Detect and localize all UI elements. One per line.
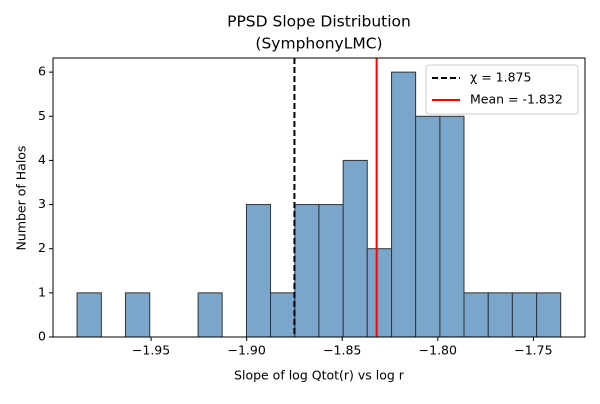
y-tick-label: 5: [38, 108, 46, 123]
x-tick-label: −1.85: [323, 343, 361, 358]
plot-frame: [52, 57, 586, 338]
y-tick-label: 3: [38, 196, 46, 211]
y-axis-label: Number of Halos: [14, 146, 29, 251]
chart-subtitle: (SymphonyLMC): [255, 35, 382, 53]
y-tick-label: 0: [38, 329, 46, 344]
legend-label: Mean = -1.832: [470, 92, 563, 107]
bar: [270, 292, 296, 338]
bar: [366, 248, 393, 338]
bar: [342, 159, 368, 338]
bar: [511, 292, 538, 338]
chart-title: PPSD Slope Distribution: [227, 13, 411, 31]
y-tick-label: 6: [38, 64, 46, 79]
y-tick-label: 4: [38, 152, 46, 167]
bar: [536, 292, 562, 338]
x-tick-label: −1.75: [514, 343, 552, 358]
bar: [391, 71, 417, 338]
bar: [124, 292, 151, 338]
bar: [463, 292, 489, 338]
y-tick-label: 1: [38, 284, 46, 299]
x-tick-label: −1.80: [419, 343, 457, 358]
x-tick-label: −1.90: [227, 343, 265, 358]
bar: [197, 292, 223, 338]
bar: [487, 292, 513, 338]
bar: [415, 115, 441, 338]
bar: [245, 204, 272, 338]
bar: [294, 204, 320, 338]
y-tick-label: 2: [38, 240, 46, 255]
x-axis-label: Slope of log Qtot(r) vs log r: [234, 368, 405, 383]
x-tick-label: −1.95: [132, 343, 170, 358]
bar: [76, 292, 102, 338]
legend-label: χ = 1.875: [470, 70, 531, 85]
bar: [318, 204, 344, 338]
legend-box: [425, 64, 579, 115]
bar: [439, 115, 465, 338]
